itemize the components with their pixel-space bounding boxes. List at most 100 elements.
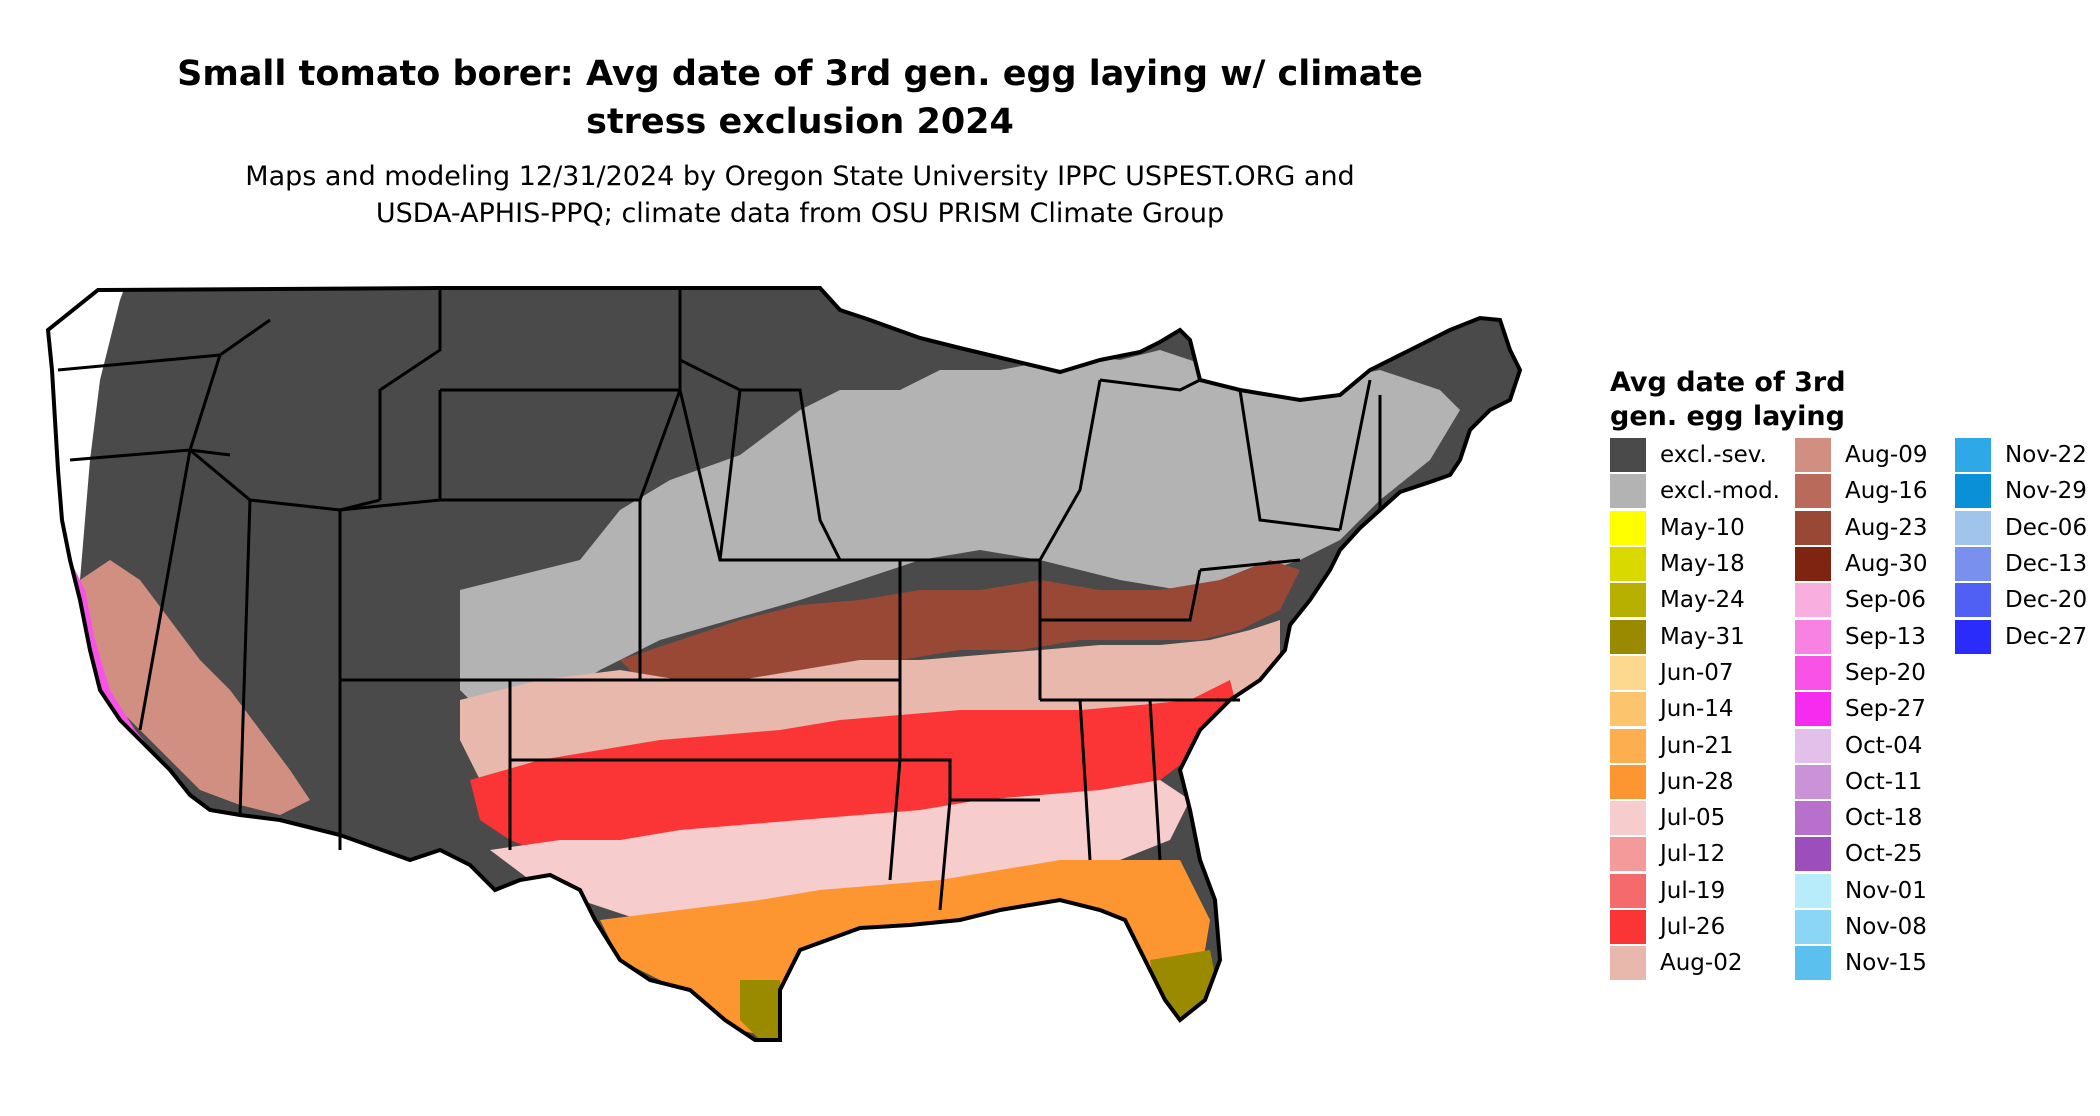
legend-item: Jul-05 [1610, 800, 1780, 836]
legend-label: Jul-19 [1660, 877, 1726, 904]
state-borders [57, 288, 1382, 911]
legend-item: excl.-sev. [1610, 437, 1780, 473]
legend-label: excl.-mod. [1660, 478, 1780, 505]
legend-item: May-31 [1610, 618, 1780, 654]
legend-swatch [1610, 728, 1646, 763]
legend-label: Oct-04 [1845, 732, 1923, 759]
legend-item: Dec-20 [1955, 582, 2087, 618]
legend-item: Sep-20 [1795, 655, 1927, 691]
legend-item: Dec-06 [1955, 510, 2087, 546]
legend-item: Oct-25 [1795, 836, 1927, 872]
legend-swatch [1610, 438, 1646, 473]
legend-label: Aug-30 [1845, 551, 1928, 578]
map-title: Small tomato borer: Avg date of 3rd gen.… [100, 50, 1500, 146]
legend-label: Jun-14 [1660, 696, 1734, 723]
legend-label: Nov-22 [2005, 442, 2087, 469]
legend-swatch [1955, 619, 1991, 654]
legend-swatch [1795, 910, 1831, 944]
legend-item: Jul-19 [1610, 873, 1780, 909]
legend-label: Nov-29 [2005, 478, 2087, 505]
legend-item: Nov-29 [1955, 473, 2087, 509]
legend-swatch [1795, 728, 1831, 763]
gulf-light-pink-band [490, 780, 1190, 930]
south-texas-olive [740, 980, 785, 1040]
legend-swatch [1610, 510, 1646, 545]
legend-item: Nov-01 [1795, 873, 1927, 909]
legend-item: Jun-07 [1610, 655, 1780, 691]
legend-label: Nov-08 [1845, 914, 1927, 940]
legend-swatch [1795, 946, 1831, 981]
legend-swatch [1795, 619, 1831, 654]
legend-swatch [1795, 438, 1831, 473]
legend-item: Dec-27 [1955, 618, 2087, 654]
legend-label: Jul-12 [1660, 841, 1726, 868]
legend-swatch [1610, 692, 1646, 727]
legend-item: Nov-22 [1955, 437, 2087, 473]
legend-item: Oct-11 [1795, 764, 1927, 800]
legend-swatch [1610, 801, 1646, 836]
legend-swatch [1610, 547, 1646, 582]
legend-title-line-1: Avg date of 3rd [1610, 367, 1846, 398]
legend-swatch [1610, 619, 1646, 654]
legend-item: excl.-mod. [1610, 473, 1780, 509]
legend-item: May-10 [1610, 510, 1780, 546]
legend-item: Aug-30 [1795, 546, 1927, 582]
legend-label: Aug-23 [1845, 514, 1928, 541]
central-brown-band [620, 560, 1300, 700]
legend-swatch [1610, 910, 1646, 944]
legend-label: Nov-01 [1845, 877, 1927, 904]
map-subtitle: Maps and modeling 12/31/2024 by Oregon S… [100, 158, 1500, 232]
legend-title: Avg date of 3rd gen. egg laying [1610, 366, 1846, 434]
legend-swatch [1955, 547, 1991, 582]
legend-label: Dec-13 [2005, 551, 2088, 578]
legend-item: Sep-06 [1795, 582, 1927, 618]
legend-label: Jul-26 [1660, 914, 1726, 940]
legend-label: Jul-05 [1660, 805, 1726, 832]
legend-swatch [1795, 837, 1831, 872]
california-valley-band [80, 560, 310, 815]
legend-label: Oct-25 [1845, 841, 1923, 868]
legend-swatch [1795, 801, 1831, 836]
legend-label: Sep-20 [1845, 659, 1926, 686]
legend-label: May-10 [1660, 514, 1745, 541]
legend-swatch [1795, 474, 1831, 509]
legend-item: Jun-14 [1610, 691, 1780, 727]
legend-item: Sep-27 [1795, 691, 1927, 727]
legend-label: May-18 [1660, 551, 1745, 578]
southern-red-band [470, 680, 1240, 870]
legend-item: Oct-18 [1795, 800, 1927, 836]
legend-swatch [1955, 510, 1991, 545]
legend-label: Sep-06 [1845, 587, 1926, 614]
title-line-2: stress exclusion 2024 [586, 102, 1014, 142]
legend-item: Nov-15 [1795, 945, 1927, 981]
legend-column-2: Aug-09 Aug-16 Aug-23 Aug-30 Sep-06 Sep-13 Sep-… [1795, 437, 1927, 981]
subtitle-line-2: USDA-APHIS-PPQ; climate data from OSU PR… [375, 198, 1225, 229]
legend-label: Aug-16 [1845, 478, 1928, 505]
legend-swatch [1610, 873, 1646, 908]
legend-swatch [1610, 764, 1646, 799]
legend-label: Nov-15 [1845, 950, 1927, 977]
exclusion-moderate-region [460, 350, 1460, 730]
legend-item: Jul-12 [1610, 836, 1780, 872]
legend-label: Oct-18 [1845, 805, 1923, 832]
legend-item: Jul-26 [1610, 909, 1780, 945]
legend-swatch [1795, 692, 1831, 727]
title-line-1: Small tomato borer: Avg date of 3rd gen.… [177, 54, 1423, 94]
legend-label: Aug-09 [1845, 442, 1928, 469]
legend-label: Aug-02 [1660, 950, 1743, 977]
legend-swatch [1610, 583, 1646, 618]
legend-item: Aug-23 [1795, 510, 1927, 546]
legend-label: Jun-28 [1660, 768, 1734, 795]
legend-item: May-24 [1610, 582, 1780, 618]
legend-swatch [1955, 438, 1991, 473]
legend-item: Aug-02 [1610, 945, 1780, 981]
legend-label: Dec-20 [2005, 587, 2088, 614]
legend-item: Oct-04 [1795, 727, 1927, 763]
legend-item: Jun-21 [1610, 727, 1780, 763]
legend-column-1: excl.-sev. excl.-mod. May-10 May-18 May-24 Ma… [1610, 437, 1780, 981]
legend-swatch [1795, 873, 1831, 908]
legend-swatch [1795, 547, 1831, 582]
pacific-coast-strip [48, 288, 135, 580]
legend-label: Sep-27 [1845, 696, 1926, 723]
legend-swatch [1955, 583, 1991, 618]
